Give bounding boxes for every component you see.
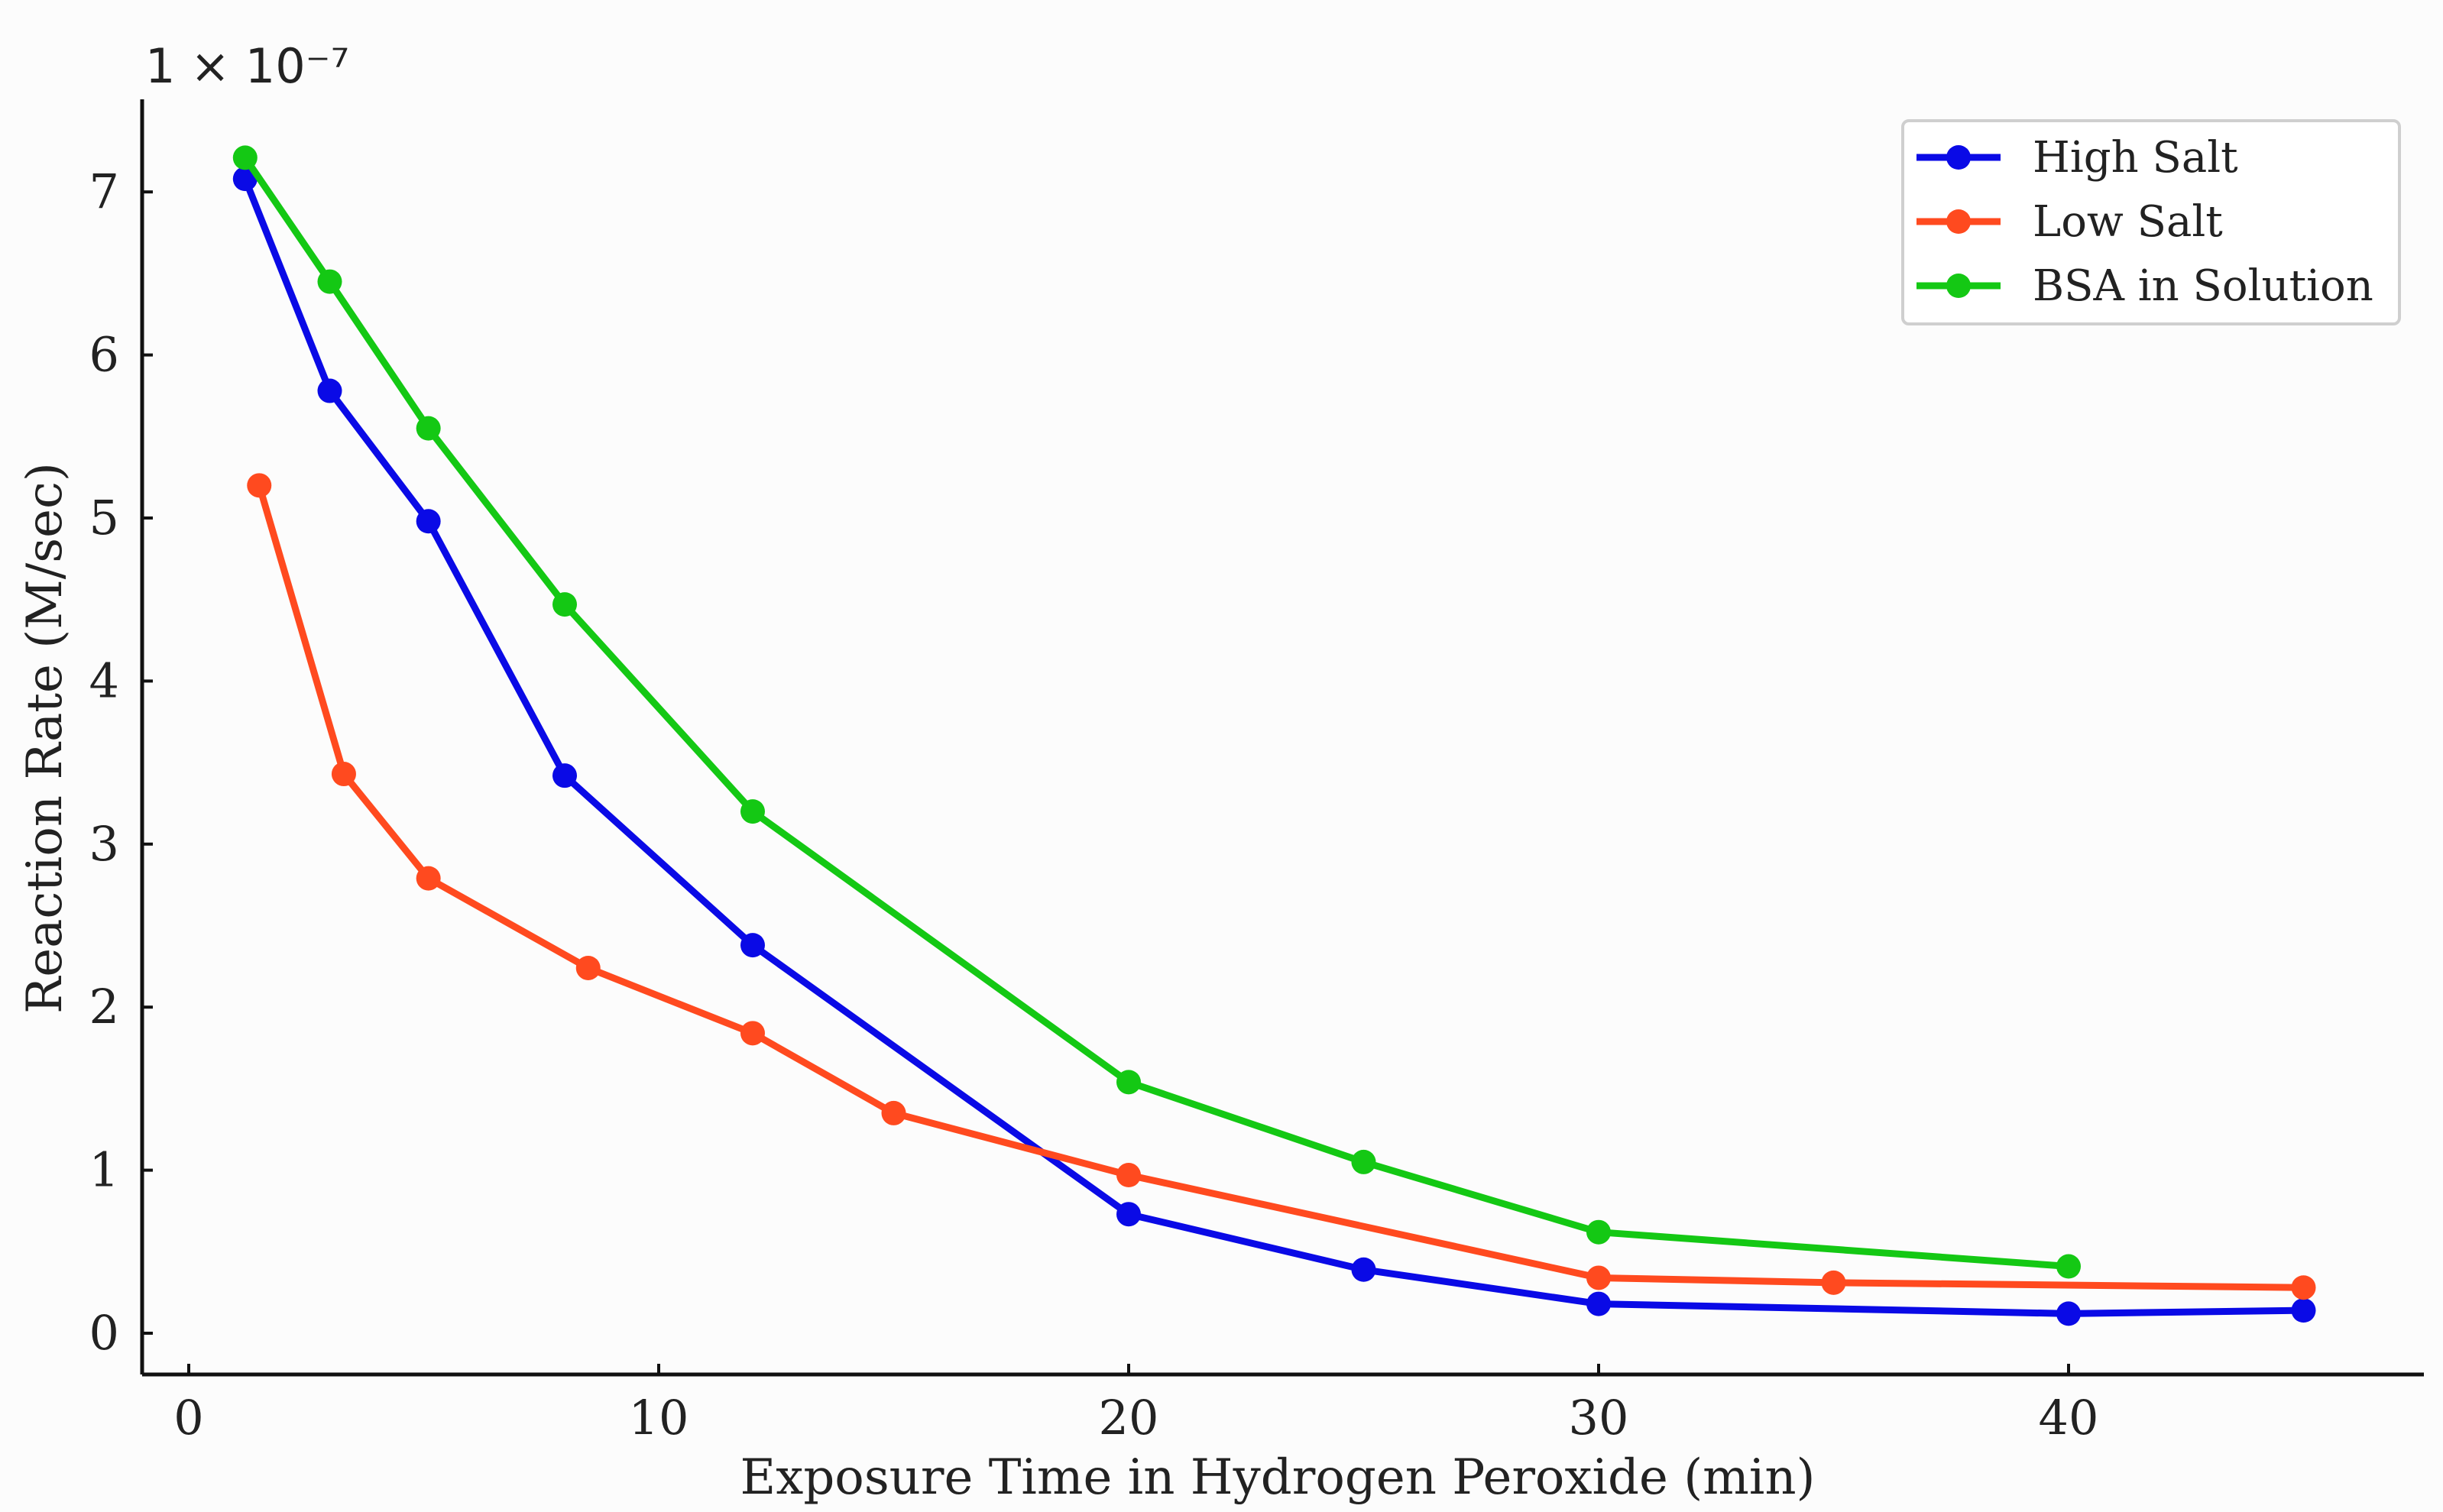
legend-swatch-marker bbox=[1946, 209, 1971, 234]
data-point-low-salt bbox=[881, 1100, 906, 1125]
x-tick-label: 10 bbox=[629, 1390, 689, 1446]
y-tick-label: 0 bbox=[89, 1305, 119, 1361]
x-tick-label: 30 bbox=[1569, 1390, 1629, 1446]
legend: High Salt Low Salt BSA in Solution bbox=[1901, 119, 2401, 325]
y-axis-title: Reaction Rate (M/sec) bbox=[17, 462, 73, 1014]
y-tick-label: 4 bbox=[89, 652, 119, 708]
data-point-low-salt bbox=[740, 1021, 765, 1046]
legend-swatch-marker bbox=[1946, 274, 1971, 298]
x-tick-label: 0 bbox=[173, 1390, 203, 1446]
x-tick-label: 40 bbox=[2039, 1390, 2099, 1446]
data-point-low-salt bbox=[416, 866, 441, 891]
y-tick-label: 2 bbox=[89, 979, 119, 1034]
axes bbox=[140, 99, 2424, 1377]
data-point-bsa-in-solution bbox=[740, 799, 765, 824]
series-bsa-in-solution bbox=[232, 145, 2081, 1279]
series-layer bbox=[232, 145, 2316, 1326]
y-tick-label: 7 bbox=[89, 164, 119, 219]
data-point-bsa-in-solution bbox=[1116, 1070, 1141, 1095]
x-axis-title: Exposure Time in Hydrogen Peroxide (min) bbox=[740, 1449, 1816, 1506]
y-multiplier-label: 1 × 10⁻⁷ bbox=[145, 38, 349, 94]
legend-item-high-salt: High Salt bbox=[1916, 133, 2238, 183]
legend-label: High Salt bbox=[2033, 133, 2238, 183]
legend-box bbox=[1901, 119, 2401, 325]
data-point-low-salt bbox=[2291, 1275, 2316, 1300]
legend-label: Low Salt bbox=[2033, 197, 2223, 247]
data-point-bsa-in-solution bbox=[1586, 1219, 1611, 1245]
y-tick-label: 1 bbox=[89, 1142, 119, 1198]
data-point-bsa-in-solution bbox=[317, 269, 342, 294]
legend-swatch-marker bbox=[1946, 145, 1971, 170]
data-point-high-salt bbox=[552, 763, 577, 788]
data-point-high-salt bbox=[740, 933, 765, 958]
data-point-high-salt bbox=[1116, 1202, 1141, 1227]
data-point-bsa-in-solution bbox=[416, 416, 441, 441]
y-tick-label: 5 bbox=[89, 490, 119, 546]
data-point-high-salt bbox=[1351, 1257, 1376, 1282]
data-point-high-salt bbox=[416, 509, 441, 534]
data-point-bsa-in-solution bbox=[2056, 1254, 2081, 1279]
y-tick-label: 3 bbox=[89, 816, 119, 872]
data-point-bsa-in-solution bbox=[1351, 1149, 1376, 1174]
data-point-high-salt bbox=[317, 378, 342, 403]
data-point-low-salt bbox=[1116, 1163, 1141, 1188]
y-tick-label: 6 bbox=[89, 327, 119, 383]
series-high-salt bbox=[232, 167, 2316, 1326]
legend-item-low-salt: Low Salt bbox=[1916, 197, 2223, 247]
data-point-high-salt bbox=[1586, 1291, 1611, 1316]
y-ticks: 0 1 2 3 4 5 6 7 bbox=[89, 164, 153, 1361]
data-point-bsa-in-solution bbox=[232, 145, 258, 170]
data-point-high-salt bbox=[2291, 1298, 2316, 1323]
data-point-low-salt bbox=[1821, 1270, 1846, 1295]
data-point-low-salt bbox=[331, 762, 356, 787]
data-point-bsa-in-solution bbox=[552, 592, 577, 617]
series-line-low-salt bbox=[255, 481, 2307, 1291]
x-tick-label: 20 bbox=[1099, 1390, 1159, 1446]
legend-item-bsa-in-solution: BSA in Solution bbox=[1916, 261, 2373, 311]
legend-label: BSA in Solution bbox=[2033, 261, 2373, 311]
data-point-high-salt bbox=[2056, 1301, 2081, 1326]
data-point-low-salt bbox=[247, 473, 272, 498]
series-line-bsa-in-solution bbox=[241, 154, 2072, 1271]
data-point-low-salt bbox=[575, 955, 601, 980]
series-low-salt bbox=[247, 473, 2316, 1300]
data-point-high-salt bbox=[232, 167, 258, 192]
series-line-high-salt bbox=[241, 175, 2307, 1317]
x-ticks: 0 10 20 30 40 bbox=[173, 1364, 2098, 1446]
data-point-low-salt bbox=[1586, 1265, 1611, 1290]
